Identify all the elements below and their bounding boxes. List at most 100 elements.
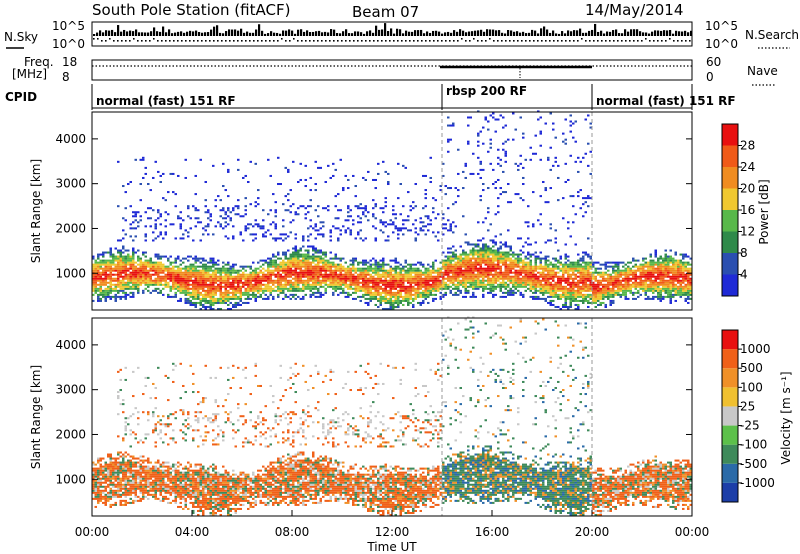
data-cell [609,299,612,302]
data-cell [97,283,100,286]
data-cell [614,265,617,268]
data-cell [254,297,257,300]
data-cell [237,281,240,284]
data-cell [239,273,242,276]
data-cell [257,261,260,264]
data-cell [147,283,150,286]
data-cell [154,265,157,268]
data-cell [492,241,495,244]
data-cell [122,265,125,268]
data-cell [587,197,590,200]
data-cell [567,265,570,268]
data-cell [174,279,177,282]
data-cell [257,279,260,282]
data-cell [397,227,400,230]
data-cell [564,162,567,165]
data-cell [577,293,580,296]
data-cell [557,267,560,270]
data-cell [349,269,352,272]
data-cell [227,295,230,298]
data-cell [317,283,320,286]
data-cell [534,241,537,244]
data-cell [174,281,177,284]
data-cell [167,271,170,274]
data-cell [469,277,472,280]
data-cell [167,277,170,280]
data-cell [352,291,355,294]
data-cell [194,301,197,304]
data-cell [252,233,255,236]
data-cell [134,267,137,270]
data-cell [529,273,532,276]
noise-sky-bar [120,31,123,36]
data-cell [567,263,570,266]
data-cell [502,259,505,262]
data-cell [124,287,127,290]
noise-sky-bar [468,31,471,36]
noise-search-dot [157,40,159,42]
data-cell [354,275,357,278]
data-cell [487,273,490,276]
data-cell [432,297,435,300]
data-cell [94,267,97,270]
data-cell [612,299,615,302]
data-cell [167,285,170,288]
data-cell [547,277,550,280]
data-cell [227,297,230,300]
data-cell [529,265,532,268]
data-cell [564,265,567,268]
data-cell [544,275,547,278]
data-cell [357,285,360,288]
data-cell [524,221,527,224]
noise-sky-bar [576,30,579,36]
data-cell [479,239,482,242]
data-cell [457,195,460,198]
data-cell [477,251,480,254]
data-cell [444,285,447,288]
data-cell [259,289,262,292]
data-cell [567,293,570,296]
data-cell [422,293,425,296]
data-cell [144,275,147,278]
data-cell [152,267,155,270]
noise-sky-bar [180,31,183,36]
data-cell [324,281,327,284]
data-cell [479,273,482,276]
noise-search-dot [165,40,167,42]
data-cell [312,261,315,264]
data-cell [222,281,225,284]
data-cell [417,283,420,286]
data-cell [177,275,180,278]
data-cell [382,207,385,210]
data-cell [607,261,610,264]
data-cell [527,281,530,284]
data-cell [454,293,457,296]
data-cell [412,299,415,302]
data-cell [274,237,277,240]
data-cell [549,261,552,264]
data-cell [477,255,480,258]
data-cell [244,174,247,177]
data-cell [617,267,620,270]
data-cell [402,279,405,282]
data-cell [419,283,422,286]
data-cell [227,291,230,294]
data-cell [377,263,380,266]
data-cell [582,203,585,206]
freq-label-1: Freq. [24,55,54,69]
data-cell [472,249,475,252]
data-cell [229,275,232,278]
data-cell [442,217,445,220]
data-cell [324,283,327,286]
data-cell [617,269,620,272]
data-cell [142,251,145,254]
data-cell [334,279,337,282]
data-cell [337,273,340,276]
noise-search-dot [653,40,655,42]
data-cell [187,215,190,218]
data-cell [229,211,232,214]
data-cell [237,168,240,171]
data-cell [132,281,135,284]
data-cell [104,281,107,284]
data-cell [379,267,382,270]
